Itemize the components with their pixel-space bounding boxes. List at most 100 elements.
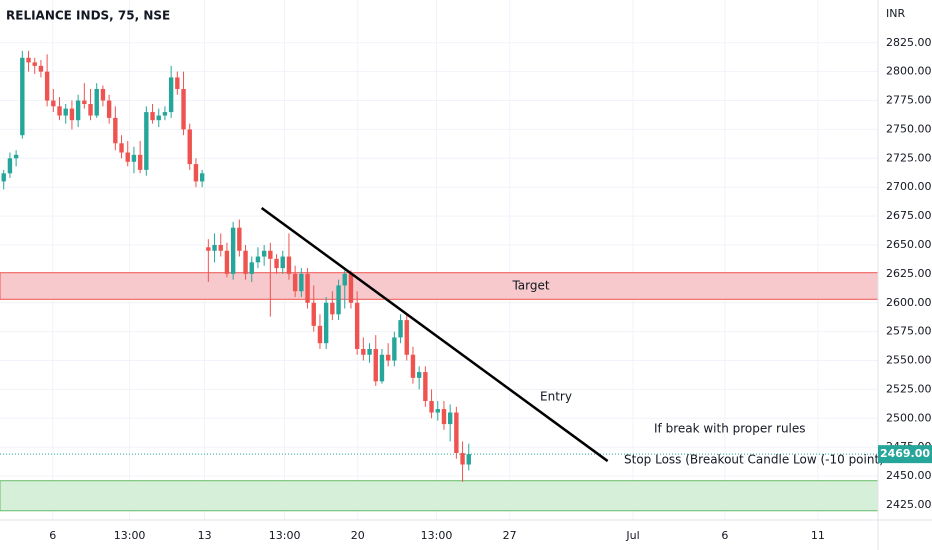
candle-body [51, 100, 56, 107]
candle-body [237, 227, 242, 251]
candle-body [274, 258, 279, 269]
candle-body [230, 227, 236, 274]
zone [0, 480, 879, 512]
candle-body [429, 400, 434, 413]
candle-body [75, 100, 81, 121]
annotation: Entry [540, 390, 572, 404]
candle-body [460, 452, 465, 465]
candle-body [330, 302, 335, 315]
y-tick-label: 2700.00 [886, 180, 932, 193]
y-tick-label: 2525.00 [886, 382, 932, 395]
candle-body [156, 115, 161, 121]
candle-body [181, 88, 186, 130]
annotation: Stop Loss (Breakout Candle Low (-10 poin… [624, 453, 884, 467]
x-tick-label: 13:00 [421, 529, 453, 542]
candle-body [392, 337, 397, 361]
candle-body [199, 173, 205, 182]
candle-body [218, 244, 223, 251]
candle-body [410, 354, 416, 378]
candle-body [367, 348, 372, 355]
candle-body [150, 112, 155, 121]
candle-body [466, 454, 471, 465]
candle-body [69, 108, 75, 121]
candle-body [224, 250, 230, 274]
x-tick-label: 13 [198, 529, 212, 542]
candle-body [26, 57, 31, 63]
x-tick-label: 11 [811, 529, 825, 542]
candle-body [212, 244, 217, 251]
candle-body [94, 88, 99, 116]
candle-body [379, 354, 385, 382]
candle-body [7, 158, 13, 174]
candle-body [255, 256, 261, 263]
candle-body [113, 117, 118, 144]
x-tick-label: 20 [351, 529, 365, 542]
y-tick-label: 2600.00 [886, 296, 932, 309]
candle-body [305, 273, 310, 303]
candle-body [44, 71, 50, 101]
candle-body [348, 273, 354, 303]
candle-body [82, 100, 87, 104]
y-tick-label: 2800.00 [886, 65, 932, 78]
candle-body [404, 320, 409, 355]
candle-body [63, 108, 68, 116]
candle-body [441, 409, 447, 425]
candle-body [361, 348, 366, 355]
y-tick-label: 2550.00 [886, 354, 932, 367]
candle-body [280, 256, 285, 269]
candle-body [125, 152, 130, 162]
candle-body [317, 325, 323, 344]
candle-body [454, 412, 459, 453]
candle-body [423, 372, 428, 401]
y-tick-label: 2675.00 [886, 209, 932, 222]
plot-area [0, 0, 879, 520]
y-tick-label: 2775.00 [886, 94, 932, 107]
candle-body [20, 57, 25, 136]
candle-body [311, 302, 316, 326]
candle-body [342, 273, 347, 286]
candle-body [38, 65, 44, 72]
y-tick-label: 2575.00 [886, 325, 932, 338]
y-tick-label: 2425.00 [886, 498, 932, 511]
candle-body [1, 173, 6, 182]
candle-body [323, 302, 329, 344]
candle-body [100, 88, 106, 101]
candle-body [286, 256, 292, 274]
currency-label: INR [886, 7, 905, 20]
candle-body [187, 129, 192, 165]
candle-body [336, 285, 341, 315]
last-price-box [878, 445, 932, 464]
candle-body [385, 354, 391, 361]
y-tick-label: 2650.00 [886, 238, 932, 251]
y-tick-label: 2450.00 [886, 469, 932, 482]
candle-body [119, 143, 124, 153]
candle-body [354, 302, 360, 349]
candle-body [175, 77, 180, 89]
candle-body [268, 250, 273, 259]
y-tick-label: 2750.00 [886, 122, 932, 135]
y-tick-label: 2825.00 [886, 36, 932, 49]
annotation: If break with proper rules [654, 422, 806, 436]
candle-body [416, 372, 422, 378]
candle-body [162, 112, 168, 116]
last-price-label: 2469.00 [880, 447, 930, 460]
zone [0, 272, 879, 300]
candle-body [447, 412, 453, 425]
candle-body [168, 77, 174, 113]
candle-body [243, 250, 248, 274]
candle-body [249, 262, 254, 274]
x-tick-label: 27 [503, 529, 517, 542]
candle-body [88, 104, 93, 116]
candle-body [373, 348, 378, 382]
x-tick-label: Jul [625, 529, 639, 542]
candle-body [13, 154, 19, 159]
y-tick-label: 2625.00 [886, 267, 932, 280]
y-tick-label: 2500.00 [886, 411, 932, 424]
y-tick-label: 2725.00 [886, 151, 932, 164]
candle-body [261, 250, 267, 257]
candle-body [398, 320, 403, 338]
candle-body [131, 154, 137, 162]
candle-body [435, 409, 440, 413]
candle-body [299, 273, 304, 292]
